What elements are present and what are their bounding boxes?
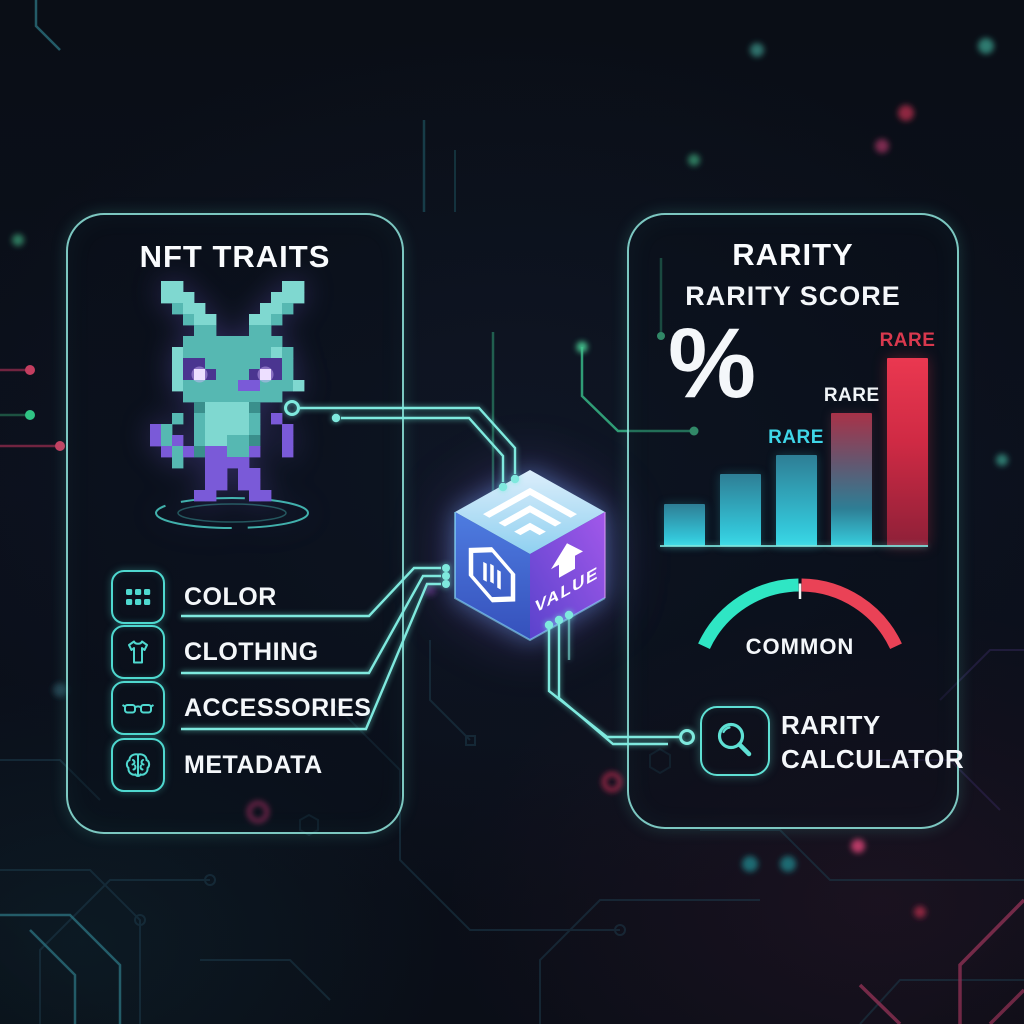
right-panel-subtitle: RARITY SCORE (685, 281, 901, 311)
left-panel-title: NFT TRAITS (139, 239, 331, 274)
chart-baseline (660, 545, 928, 547)
gauge-left-arc (698, 578, 799, 650)
trait-item-clothing: CLOTHING (98, 625, 398, 679)
bar-group: RARE (880, 330, 935, 546)
eye-glow (191, 366, 208, 383)
bar (887, 358, 928, 546)
trait-label: METADATA (184, 750, 323, 779)
arrow-up-icon (551, 543, 583, 578)
glasses-glyph (122, 704, 154, 714)
brain-icon (111, 738, 165, 792)
trait-item-accessories: ACCESSORIES (98, 681, 398, 735)
trait-label: CLOTHING (184, 637, 319, 666)
brain-glyph (125, 753, 151, 777)
circuit-traces (0, 640, 1024, 1024)
magnifier-glyph (717, 722, 752, 757)
bar (831, 413, 873, 546)
calculator-label-line1: RARITY (781, 710, 881, 740)
circuit-maze-icon (482, 487, 578, 536)
calculator-label-line2: CALCULATOR (781, 744, 965, 774)
edge-node-traces (0, 365, 65, 451)
value-cube: VALUE (454, 470, 606, 642)
gauge-right-arc (801, 578, 902, 650)
bar (664, 504, 705, 546)
trait-item-color: COLOR (98, 570, 398, 624)
creature-base-ring (155, 497, 309, 529)
rarity-bar-chart: RARE RARE RARE (664, 330, 935, 546)
voxel-creature (150, 281, 309, 529)
bar-label: RARE (879, 330, 936, 351)
percent-symbol: % (668, 307, 756, 418)
magnifier-icon (700, 706, 770, 776)
bar-group (719, 330, 761, 546)
tshirt-glyph (128, 640, 148, 664)
glasses-icon (111, 681, 165, 735)
bar-label: RARE (768, 427, 824, 448)
circuit-traces-violet (880, 649, 1024, 811)
right-panel-title: RARITY (732, 237, 854, 272)
creature-base-ring-inner (177, 503, 287, 523)
color-swatch-grid-icon (111, 570, 165, 624)
circuit-traces-red (858, 898, 1024, 1024)
rarity-gauge (698, 578, 902, 650)
bar (719, 474, 761, 546)
calculator-label: RARITY CALCULATOR (781, 708, 964, 776)
trait-label: COLOR (184, 582, 277, 611)
tshirt-icon (111, 625, 165, 679)
creature-pixels (150, 281, 305, 502)
bar-label: RARE (823, 385, 880, 406)
eye-glow (257, 366, 274, 383)
circuit-traces-teal (0, 0, 122, 1024)
gauge-label: COMMON (745, 634, 855, 659)
bar-group (664, 330, 705, 546)
hex-badge-icon (468, 547, 516, 603)
bar (775, 455, 817, 546)
grid-glyph (126, 589, 151, 605)
bar-group: RARE (768, 330, 823, 546)
trait-item-metadata: METADATA (98, 738, 398, 792)
bar-group: RARE (824, 330, 879, 546)
trait-label: ACCESSORIES (184, 693, 372, 722)
